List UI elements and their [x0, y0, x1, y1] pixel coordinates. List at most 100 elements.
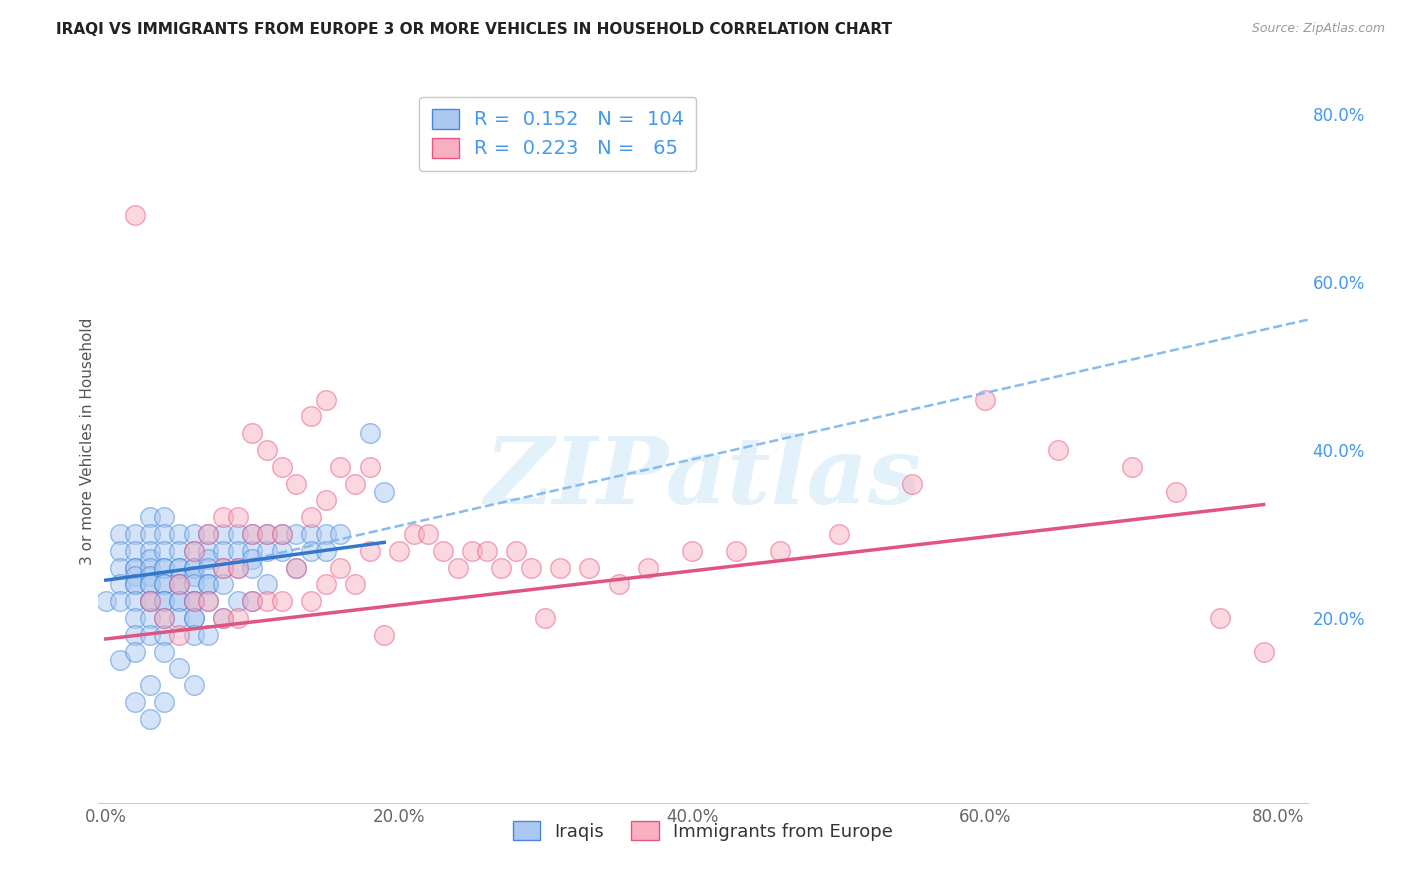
- Point: [124, 594, 146, 608]
- Point: [183, 560, 205, 574]
- Point: [329, 527, 352, 541]
- Point: [212, 560, 235, 574]
- Point: [197, 527, 219, 541]
- Point: [901, 476, 924, 491]
- Point: [226, 594, 249, 608]
- Point: [138, 628, 160, 642]
- Point: [124, 569, 146, 583]
- Point: [226, 543, 249, 558]
- Point: [724, 543, 747, 558]
- Point: [240, 594, 263, 608]
- Point: [1253, 644, 1275, 658]
- Point: [138, 577, 160, 591]
- Point: [240, 426, 263, 441]
- Point: [212, 510, 235, 524]
- Point: [153, 611, 176, 625]
- Point: [607, 577, 630, 591]
- Point: [138, 594, 160, 608]
- Point: [461, 543, 484, 558]
- Point: [153, 594, 176, 608]
- Point: [1164, 485, 1187, 500]
- Point: [167, 543, 190, 558]
- Point: [315, 543, 337, 558]
- Point: [548, 560, 571, 574]
- Point: [183, 594, 205, 608]
- Point: [226, 560, 249, 574]
- Point: [124, 543, 146, 558]
- Point: [315, 493, 337, 508]
- Point: [315, 392, 337, 407]
- Point: [256, 543, 278, 558]
- Point: [167, 577, 190, 591]
- Point: [285, 560, 308, 574]
- Point: [153, 644, 176, 658]
- Point: [505, 543, 527, 558]
- Point: [183, 594, 205, 608]
- Point: [299, 527, 322, 541]
- Point: [1208, 611, 1230, 625]
- Point: [359, 459, 381, 474]
- Point: [138, 712, 160, 726]
- Point: [138, 569, 160, 583]
- Point: [534, 611, 557, 625]
- Point: [197, 577, 219, 591]
- Point: [418, 527, 440, 541]
- Point: [285, 527, 308, 541]
- Point: [167, 577, 190, 591]
- Point: [153, 577, 176, 591]
- Point: [110, 527, 132, 541]
- Point: [270, 594, 292, 608]
- Point: [124, 611, 146, 625]
- Point: [183, 678, 205, 692]
- Point: [1121, 459, 1143, 474]
- Point: [270, 527, 292, 541]
- Point: [212, 611, 235, 625]
- Point: [256, 577, 278, 591]
- Point: [315, 577, 337, 591]
- Point: [270, 543, 292, 558]
- Point: [256, 527, 278, 541]
- Point: [681, 543, 703, 558]
- Point: [138, 594, 160, 608]
- Point: [240, 527, 263, 541]
- Point: [183, 543, 205, 558]
- Point: [153, 510, 176, 524]
- Point: [138, 678, 160, 692]
- Point: [183, 560, 205, 574]
- Point: [226, 611, 249, 625]
- Point: [226, 510, 249, 524]
- Point: [167, 577, 190, 591]
- Point: [138, 577, 160, 591]
- Point: [183, 611, 205, 625]
- Point: [153, 695, 176, 709]
- Point: [124, 644, 146, 658]
- Point: [240, 552, 263, 566]
- Point: [197, 594, 219, 608]
- Point: [343, 476, 366, 491]
- Point: [197, 543, 219, 558]
- Point: [124, 628, 146, 642]
- Point: [769, 543, 792, 558]
- Point: [402, 527, 425, 541]
- Point: [153, 560, 176, 574]
- Legend: Iraqis, Immigrants from Europe: Iraqis, Immigrants from Europe: [506, 814, 900, 848]
- Point: [183, 594, 205, 608]
- Point: [240, 543, 263, 558]
- Point: [299, 409, 322, 424]
- Point: [138, 543, 160, 558]
- Text: ZIPatlas: ZIPatlas: [485, 433, 921, 523]
- Point: [138, 527, 160, 541]
- Point: [167, 611, 190, 625]
- Point: [359, 543, 381, 558]
- Text: Source: ZipAtlas.com: Source: ZipAtlas.com: [1251, 22, 1385, 36]
- Point: [153, 560, 176, 574]
- Point: [197, 527, 219, 541]
- Point: [315, 527, 337, 541]
- Point: [285, 560, 308, 574]
- Point: [167, 628, 190, 642]
- Point: [212, 577, 235, 591]
- Point: [475, 543, 498, 558]
- Point: [226, 527, 249, 541]
- Point: [138, 594, 160, 608]
- Point: [124, 560, 146, 574]
